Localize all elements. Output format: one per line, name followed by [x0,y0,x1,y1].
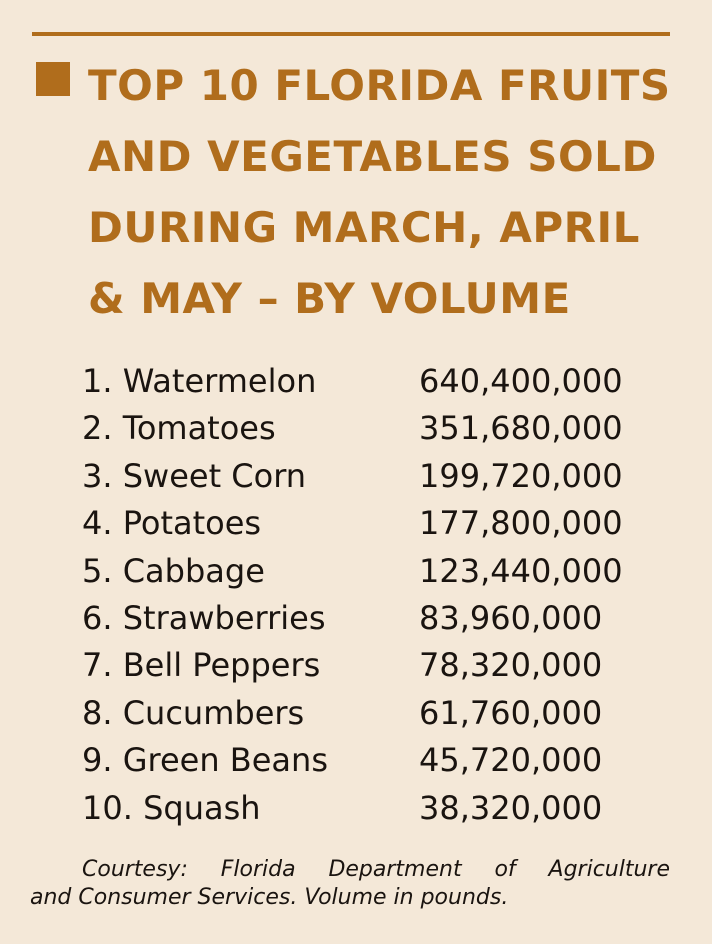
list-item: 10. Squash 38,320,000 [82,785,662,832]
item-volume: 640,400,000 [419,362,623,400]
list-item: 7. Bell Peppers 78,320,000 [82,642,662,689]
source-credit-line: Courtesy: Florida Department of Agricult… [82,857,670,882]
item-name: 5. Cabbage [82,551,265,590]
item-name: 9. Green Beans [82,741,328,780]
item-volume: 123,440,000 [419,551,623,590]
list-item: 9. Green Beans 45,720,000 [82,737,662,784]
item-volume: 78,320,000 [419,646,603,685]
item-volume: 38,320,000 [419,788,603,827]
item-volume: 61,760,000 [419,693,603,732]
list-item: 4. Potatoes 177,800,000 [82,500,662,547]
top-divider [32,32,670,36]
item-name: 7. Bell Peppers [82,646,321,685]
list-item: 5. Cabbage 123,440,000 [82,548,662,595]
title-line: AND VEGETABLES SOLD [88,132,657,181]
item-volume: 83,960,000 [419,598,603,637]
item-name: 8. Cucumbers [82,693,305,732]
list-item: 8. Cucumbers 61,760,000 [82,690,662,737]
item-volume: 351,680,000 [419,409,623,448]
item-name: 10. Squash [82,788,261,827]
list-item: 1. Watermelon 640,400,000 [82,358,662,405]
source-credit: Courtesy: Florida Department of Agricult… [30,856,670,912]
title-line: & MAY – BY VOLUME [88,274,571,323]
ranked-list: 1. Watermelon 640,400,000 2. Tomatoes 35… [82,358,662,832]
item-name: 2. Tomatoes [82,409,276,448]
list-item: 2. Tomatoes 351,680,000 [82,405,662,452]
item-volume: 45,720,000 [419,741,603,780]
square-bullet-icon [36,62,70,96]
title-line: TOP 10 FLORIDA FRUITS [88,61,671,110]
title-line: DURING MARCH, APRIL [88,203,640,252]
page-title: TOP 10 FLORIDA FRUITS AND VEGETABLES SOL… [88,50,688,334]
item-name: 6. Strawberries [82,598,326,637]
item-name: 1. Watermelon [82,362,317,400]
item-name: 3. Sweet Corn [82,456,307,495]
list-item: 3. Sweet Corn 199,720,000 [82,453,662,500]
source-credit-line: and Consumer Services. Volume in pounds. [30,885,509,910]
item-name: 4. Potatoes [82,504,262,543]
item-volume: 199,720,000 [419,456,623,495]
item-volume: 177,800,000 [419,504,623,543]
list-item: 6. Strawberries 83,960,000 [82,595,662,642]
